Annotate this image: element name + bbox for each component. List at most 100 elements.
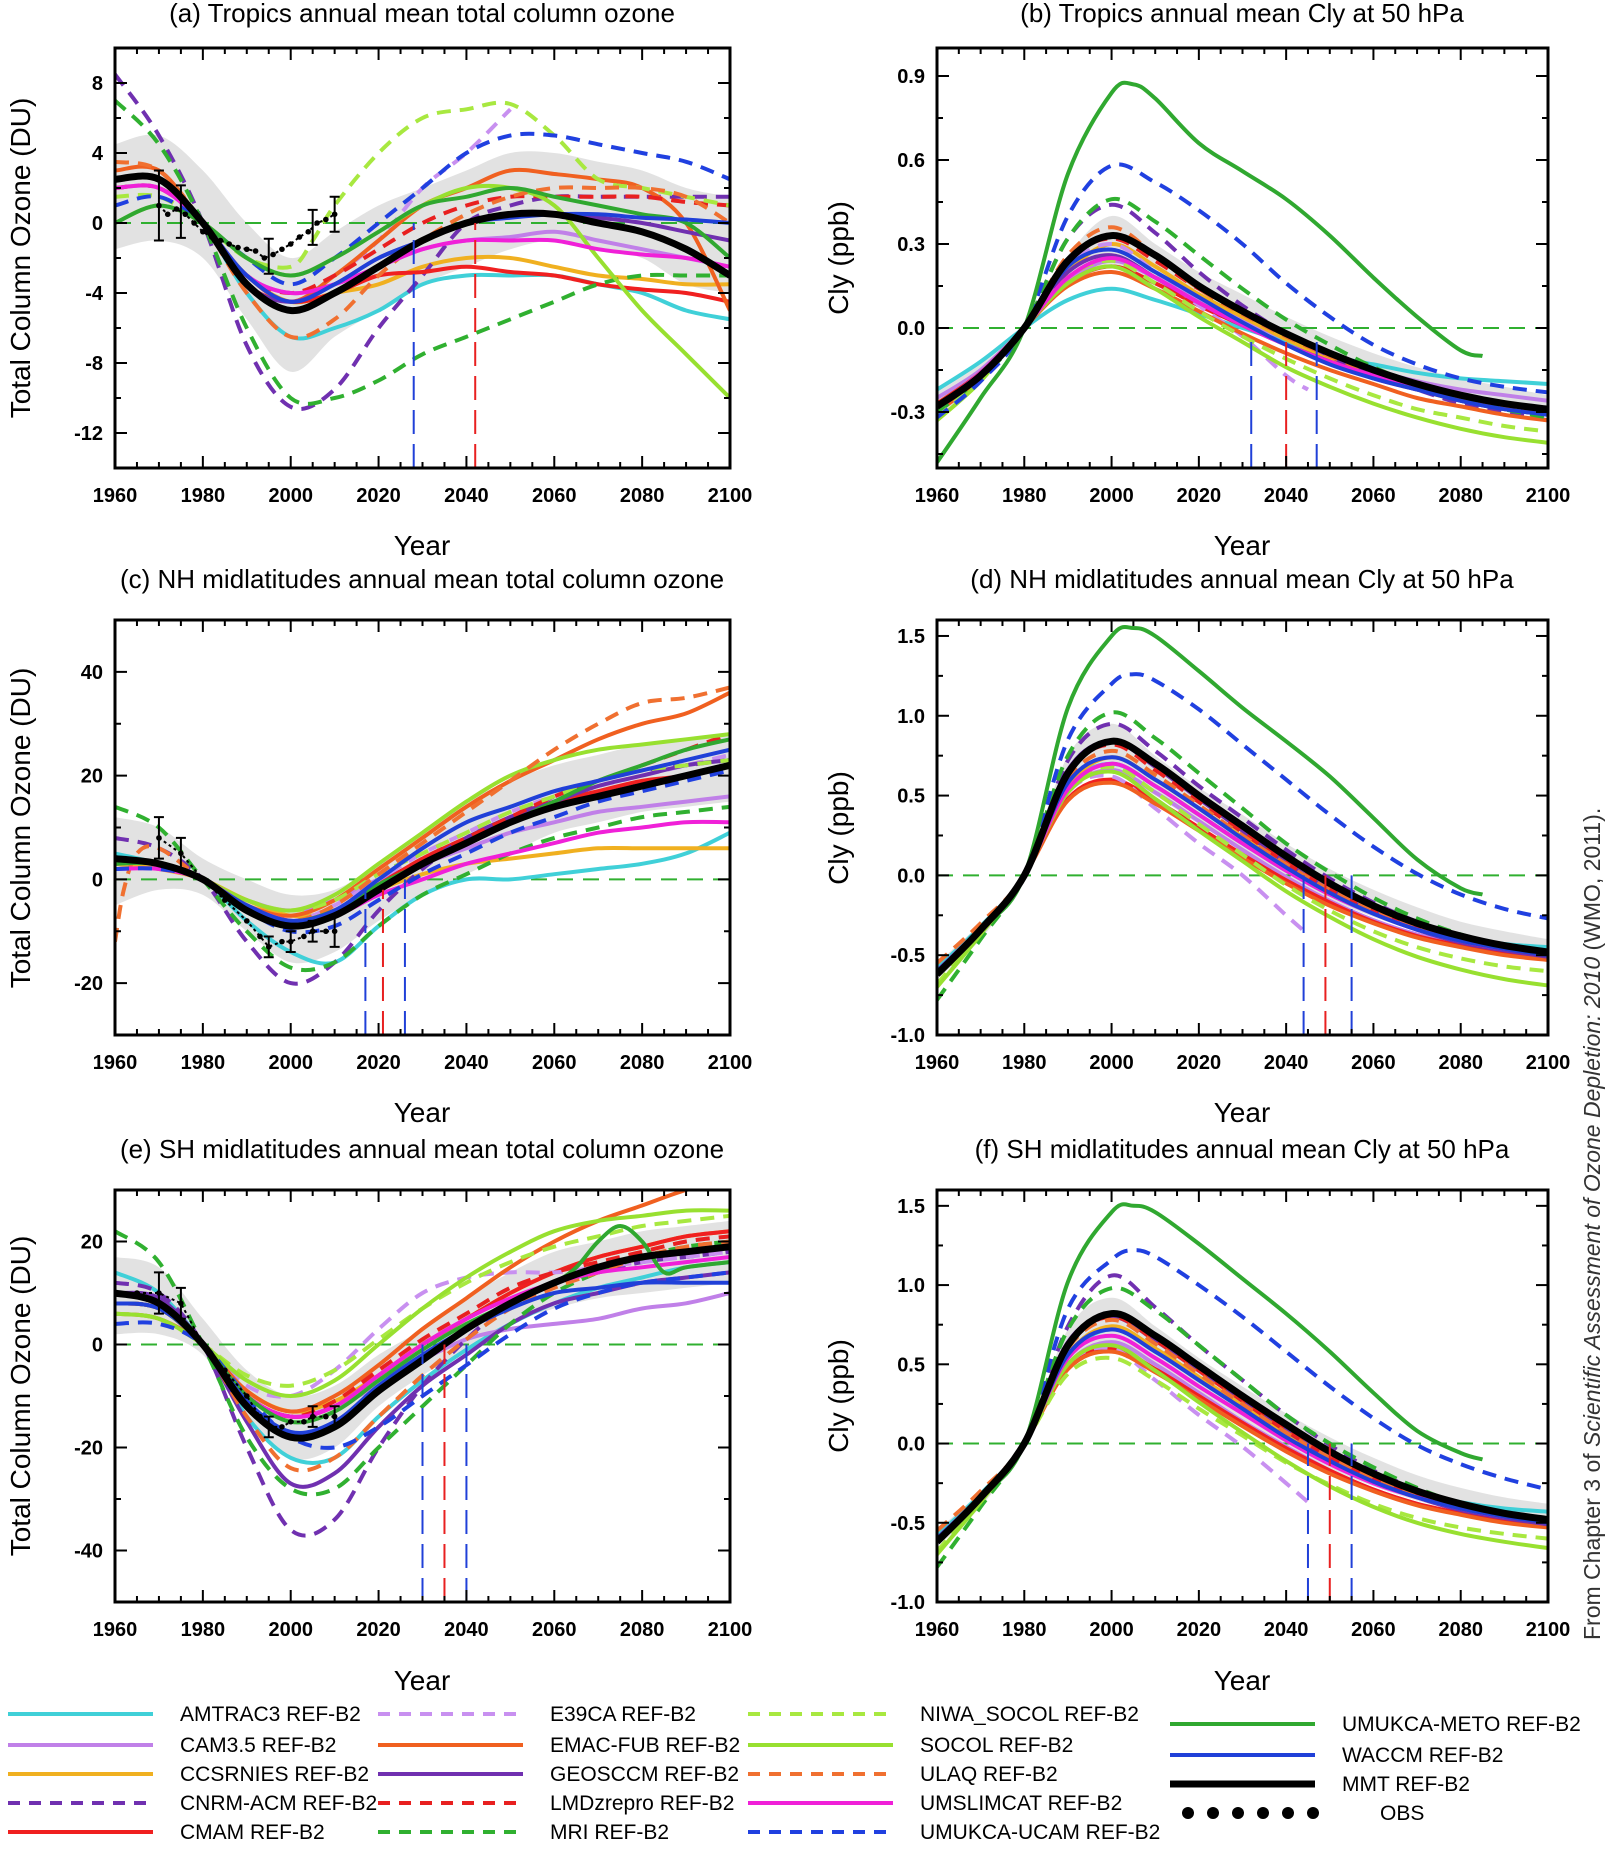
x-tick-label: 1980 — [1002, 1619, 1047, 1641]
y-tick-label: 1.5 — [897, 1196, 925, 1218]
y-tick-label: -1.0 — [891, 1025, 925, 1047]
x-tick-label: 2040 — [444, 1619, 489, 1641]
panel-f-ylabel: Cly (ppb) — [823, 1339, 854, 1453]
series-line-mmt-ref-b2 — [937, 1310, 1548, 1545]
obs-error-bar — [329, 914, 340, 948]
obs-point — [243, 246, 250, 253]
legend-item-cmam-ref-b2: CMAM REF-B2 — [8, 1821, 325, 1844]
y-tick-label: 1.5 — [897, 626, 925, 648]
obs-point — [217, 237, 224, 244]
y-tick-label: -4 — [85, 283, 104, 305]
y-tick-label: 40 — [81, 662, 103, 684]
series-line-umukca-meto-ref-b2 — [937, 1202, 1484, 1544]
y-tick-label: 1.0 — [897, 1275, 925, 1297]
panel-d-nh-cly: (d) NH midlatitudes annual mean Cly at 5… — [823, 564, 1570, 1128]
panel-d-plot-area — [937, 625, 1548, 1035]
legend-item-obs: OBS — [1182, 1802, 1424, 1825]
x-tick-label: 2100 — [708, 485, 753, 507]
obs-point — [134, 1290, 140, 1296]
legend: AMTRAC3 REF-B2 CAM3.5 REF-B2 CCSRNIES REF-… — [8, 1703, 1581, 1844]
y-tick-label: 0.5 — [897, 1354, 925, 1376]
x-tick-label: 1960 — [93, 485, 138, 507]
x-tick-label: 2080 — [1438, 1619, 1483, 1641]
legend-item-mri-ref-b2: MRI REF-B2 — [378, 1821, 669, 1844]
legend-label: SOCOL REF-B2 — [920, 1734, 1073, 1757]
panel-c-ylabel: Total Column Ozone (DU) — [5, 668, 36, 989]
legend-label: CCSRNIES REF-B2 — [180, 1763, 369, 1786]
legend-item-geosccm-ref-b2: GEOSCCM REF-B2 — [378, 1763, 739, 1786]
y-tick-label: 0.3 — [897, 234, 925, 256]
x-tick-label: 2000 — [268, 1052, 313, 1074]
panel-f-axes: 1960 1980 2000 2020 2040 2060 2080 2100 -1.0 -0.5… — [891, 1190, 1570, 1641]
legend-item-niwa-socol-ref-b2: NIWA_SOCOL REF-B2 — [748, 1703, 1139, 1726]
legend-label: OBS — [1380, 1802, 1424, 1825]
obs-point — [173, 206, 180, 212]
x-tick-label: 2080 — [620, 485, 665, 507]
x-tick-label: 2100 — [1526, 1052, 1571, 1074]
legend-label: NIWA_SOCOL REF-B2 — [920, 1703, 1139, 1726]
obs-error-bar — [307, 919, 318, 943]
y-tick-label: 0.0 — [897, 865, 925, 887]
legend-label: WACCM REF-B2 — [1342, 1744, 1503, 1767]
panel-a-title: (a) Tropics annual mean total column ozo… — [169, 0, 675, 28]
obs-point — [287, 1418, 294, 1425]
legend-item-mmt-ref-b2: MMT REF-B2 — [1170, 1773, 1470, 1796]
credit-prefix: From Chapter 3 of — [1579, 1447, 1605, 1640]
x-tick-label: 2000 — [1089, 485, 1134, 507]
legend-item-socol-ref-b2: SOCOL REF-B2 — [748, 1734, 1073, 1757]
y-tick-label: 0.9 — [897, 66, 925, 88]
y-tick-label: 20 — [81, 766, 103, 788]
y-tick-label: -12 — [74, 423, 103, 445]
panel-b-title: (b) Tropics annual mean Cly at 50 hPa — [1020, 0, 1464, 28]
obs-error-bar — [175, 1286, 186, 1320]
obs-error-bar — [307, 1405, 318, 1428]
obs-error-bar — [285, 930, 296, 953]
legend-label: EMAC-FUB REF-B2 — [550, 1734, 740, 1757]
panel-d-ylabel: Cly (ppb) — [823, 771, 854, 885]
y-tick-label: 0.0 — [897, 1434, 925, 1456]
series-line-umukca-ucam-ref-b2 — [115, 131, 730, 287]
series-line-amtrac3-ref-b2 — [937, 286, 1548, 392]
y-tick-label: 20 — [81, 1232, 103, 1254]
obs-point — [301, 1418, 307, 1425]
x-tick-label: 1960 — [915, 1619, 960, 1641]
series-line-mri-ref-b2 — [115, 1229, 730, 1497]
x-tick-label: 2040 — [1264, 1052, 1309, 1074]
obs-point — [252, 248, 259, 254]
obs-point — [296, 234, 303, 240]
legend-obs-dot — [1282, 1807, 1294, 1819]
legend-item-ulaq-ref-b2: ULAQ REF-B2 — [748, 1763, 1058, 1786]
legend-label: CAM3.5 REF-B2 — [180, 1734, 336, 1757]
y-tick-label: 1.0 — [897, 706, 925, 728]
obs-error-bar — [263, 1415, 274, 1439]
x-tick-label: 2040 — [1264, 485, 1309, 507]
credit-text: From Chapter 3 of Scientific Assessment … — [1579, 808, 1605, 1640]
series-line-emac-fub-ref-b2 — [937, 780, 1548, 976]
x-tick-label: 2060 — [1351, 1052, 1396, 1074]
obs-point — [200, 876, 206, 883]
legend-obs-dot — [1207, 1807, 1219, 1819]
panel-a-ylabel: Total Column Ozone (DU) — [5, 98, 36, 419]
obs-point — [305, 228, 312, 235]
x-tick-label: 1960 — [915, 1052, 960, 1074]
obs-point — [257, 1413, 263, 1420]
x-tick-label: 2040 — [444, 485, 489, 507]
panel-b-xlabel: Year — [1214, 530, 1271, 561]
panel-b-tropics-cly: (b) Tropics annual mean Cly at 50 hPa 19… — [823, 0, 1570, 561]
x-tick-label: 2040 — [1264, 1619, 1309, 1641]
legend-item-cam3-5-ref-b2: CAM3.5 REF-B2 — [8, 1734, 336, 1757]
legend-label: E39CA REF-B2 — [550, 1703, 696, 1726]
panel-e-plot-area — [115, 1190, 730, 1602]
x-tick-label: 2080 — [1438, 485, 1483, 507]
y-tick-label: -1.0 — [891, 1592, 925, 1614]
obs-point — [323, 216, 329, 223]
legend-item-cnrm-acm-ref-b2: CNRM-ACM REF-B2 — [8, 1792, 377, 1815]
y-tick-label: 0.0 — [897, 318, 925, 340]
legend-obs-dot — [1232, 1807, 1244, 1819]
x-tick-label: 2000 — [268, 1619, 313, 1641]
legend-obs-dot — [1307, 1807, 1319, 1819]
obs-point — [222, 1367, 228, 1374]
panel-f-plot-area — [937, 1202, 1548, 1602]
obs-point — [222, 897, 228, 903]
